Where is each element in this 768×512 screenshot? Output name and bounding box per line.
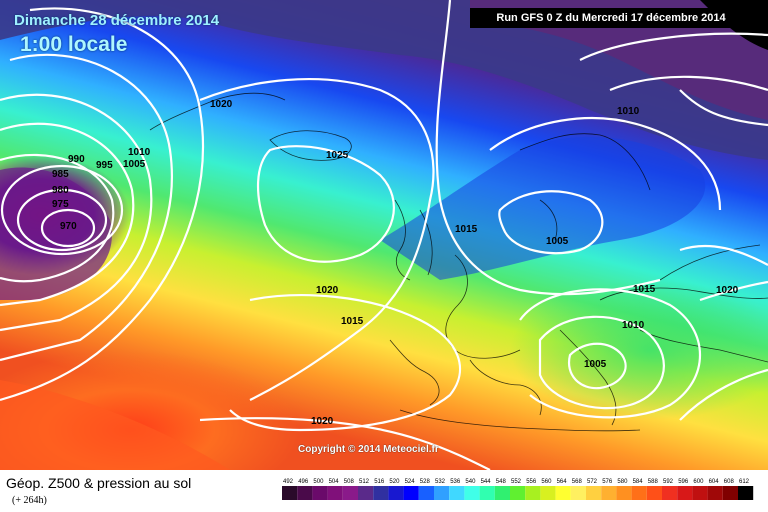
legend-swatch [692,486,708,500]
legend-value: 576 [602,479,613,485]
isobar-label: 1020 [316,285,339,296]
legend-swatch [677,486,693,500]
legend-value: 536 [450,479,461,485]
isobar-label: 1005 [546,236,569,247]
isobar-label: 1020 [716,285,739,296]
legend-swatch [403,486,419,500]
forecast-time: 1:00 locale [20,33,128,56]
geopotential-map: 1020 1025 1010 1005 995 990 985 980 975 … [0,0,768,470]
forecast-offset: (+ 264h) [12,495,47,506]
legend-value: 552 [511,479,522,485]
legend-swatch [525,486,541,500]
legend-value: 612 [739,479,750,485]
legend-value: 496 [298,479,309,485]
legend-swatch [540,486,556,500]
legend-value: 492 [283,479,294,485]
isobar-label: 1025 [326,150,349,161]
legend-value: 548 [496,479,507,485]
legend-swatch [494,486,510,500]
legend-swatch [555,486,571,500]
legend-swatch [646,486,662,500]
legend-value: 520 [389,479,400,485]
legend-swatch [358,486,374,500]
isobar-label: 1010 [128,147,151,158]
legend-value: 504 [329,479,340,485]
legend-swatch [388,486,404,500]
isobar-label: 990 [68,154,85,165]
legend-swatch [616,486,632,500]
legend-swatch [570,486,586,500]
isobar-label: 995 [96,160,113,171]
forecast-date: Dimanche 28 décembre 2014 [14,12,220,29]
legend-swatch [282,486,298,500]
legend-swatch [722,486,738,500]
legend-swatch [707,486,723,500]
legend-swatch [373,486,389,500]
legend-swatch [464,486,480,500]
legend-value: 540 [465,479,476,485]
legend-swatch [434,486,450,500]
legend-swatch [662,486,678,500]
legend-swatch [586,486,602,500]
copyright: Copyright © 2014 Meteociel.fr [298,444,439,455]
legend-value: 608 [724,479,735,485]
chart-title: Géop. Z500 & pression au sol [6,475,192,491]
legend-swatch [418,486,434,500]
legend-swatch [312,486,328,500]
model-run-label: Run GFS 0 Z du Mercredi 17 décembre 2014 [470,8,752,28]
legend-swatch [297,486,313,500]
legend-swatch [510,486,526,500]
legend-swatch [631,486,647,500]
isobar-label: 1020 [311,416,334,427]
isobar-label: 1020 [210,99,233,110]
legend-value: 592 [663,479,674,485]
isobar-label: 980 [52,185,69,196]
isobars [0,0,768,470]
legend-value: 532 [435,479,446,485]
legend-swatch [479,486,495,500]
isobar-label: 1005 [584,359,607,370]
legend-value: 588 [648,479,659,485]
isobar-label: 1010 [617,106,640,117]
legend-value: 604 [709,479,720,485]
isobar-label: 985 [52,169,69,180]
legend-value: 528 [420,479,431,485]
legend-value: 564 [557,479,568,485]
legend-value: 568 [572,479,583,485]
legend-swatch [342,486,358,500]
color-scale-legend: 492 496 500 504 508 512 516 520 524 528 532 536 540 5… [282,479,754,500]
legend-value: 544 [481,479,492,485]
legend-swatch [449,486,465,500]
legend-value: 596 [678,479,689,485]
legend-value: 560 [541,479,552,485]
coastlines [149,92,768,432]
legend-value: 572 [587,479,598,485]
legend-value: 556 [526,479,537,485]
legend-swatch [738,486,754,500]
legend-swatch [327,486,343,500]
legend-swatch [601,486,617,500]
isobar-label: 975 [52,199,69,210]
legend-value: 508 [344,479,355,485]
legend-value: 524 [405,479,416,485]
isobar-label: 970 [60,221,77,232]
legend-value: 580 [617,479,628,485]
legend-value: 500 [313,479,324,485]
isobar-label: 1010 [622,320,645,331]
isobar-labels: 1020 1025 1010 1005 995 990 985 980 975 … [52,99,739,427]
legend-value: 512 [359,479,370,485]
isobar-label: 1015 [633,284,656,295]
legend-value: 584 [633,479,644,485]
isobar-label: 1015 [455,224,478,235]
isobar-label: 1015 [341,316,364,327]
isobar-label: 1005 [123,159,146,170]
legend-value: 600 [693,479,704,485]
legend-value: 516 [374,479,385,485]
